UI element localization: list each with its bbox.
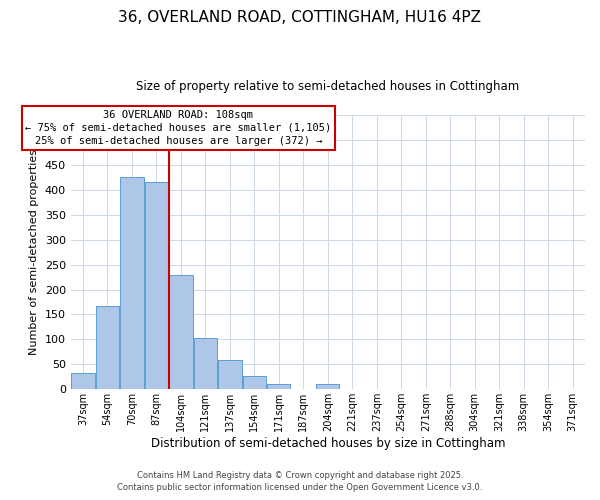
Bar <box>218 360 242 390</box>
Bar <box>120 178 143 390</box>
Bar <box>194 338 217 390</box>
Bar <box>169 274 193 390</box>
Bar <box>243 376 266 390</box>
Bar <box>96 306 119 390</box>
Text: 36 OVERLAND ROAD: 108sqm
← 75% of semi-detached houses are smaller (1,105)
25% o: 36 OVERLAND ROAD: 108sqm ← 75% of semi-d… <box>25 110 332 146</box>
Bar <box>71 373 95 390</box>
Y-axis label: Number of semi-detached properties: Number of semi-detached properties <box>29 149 39 355</box>
X-axis label: Distribution of semi-detached houses by size in Cottingham: Distribution of semi-detached houses by … <box>151 437 505 450</box>
Bar <box>145 182 168 390</box>
Title: Size of property relative to semi-detached houses in Cottingham: Size of property relative to semi-detach… <box>136 80 520 93</box>
Bar <box>316 384 340 390</box>
Bar <box>267 384 290 390</box>
Text: Contains HM Land Registry data © Crown copyright and database right 2025.
Contai: Contains HM Land Registry data © Crown c… <box>118 471 482 492</box>
Text: 36, OVERLAND ROAD, COTTINGHAM, HU16 4PZ: 36, OVERLAND ROAD, COTTINGHAM, HU16 4PZ <box>119 10 482 25</box>
